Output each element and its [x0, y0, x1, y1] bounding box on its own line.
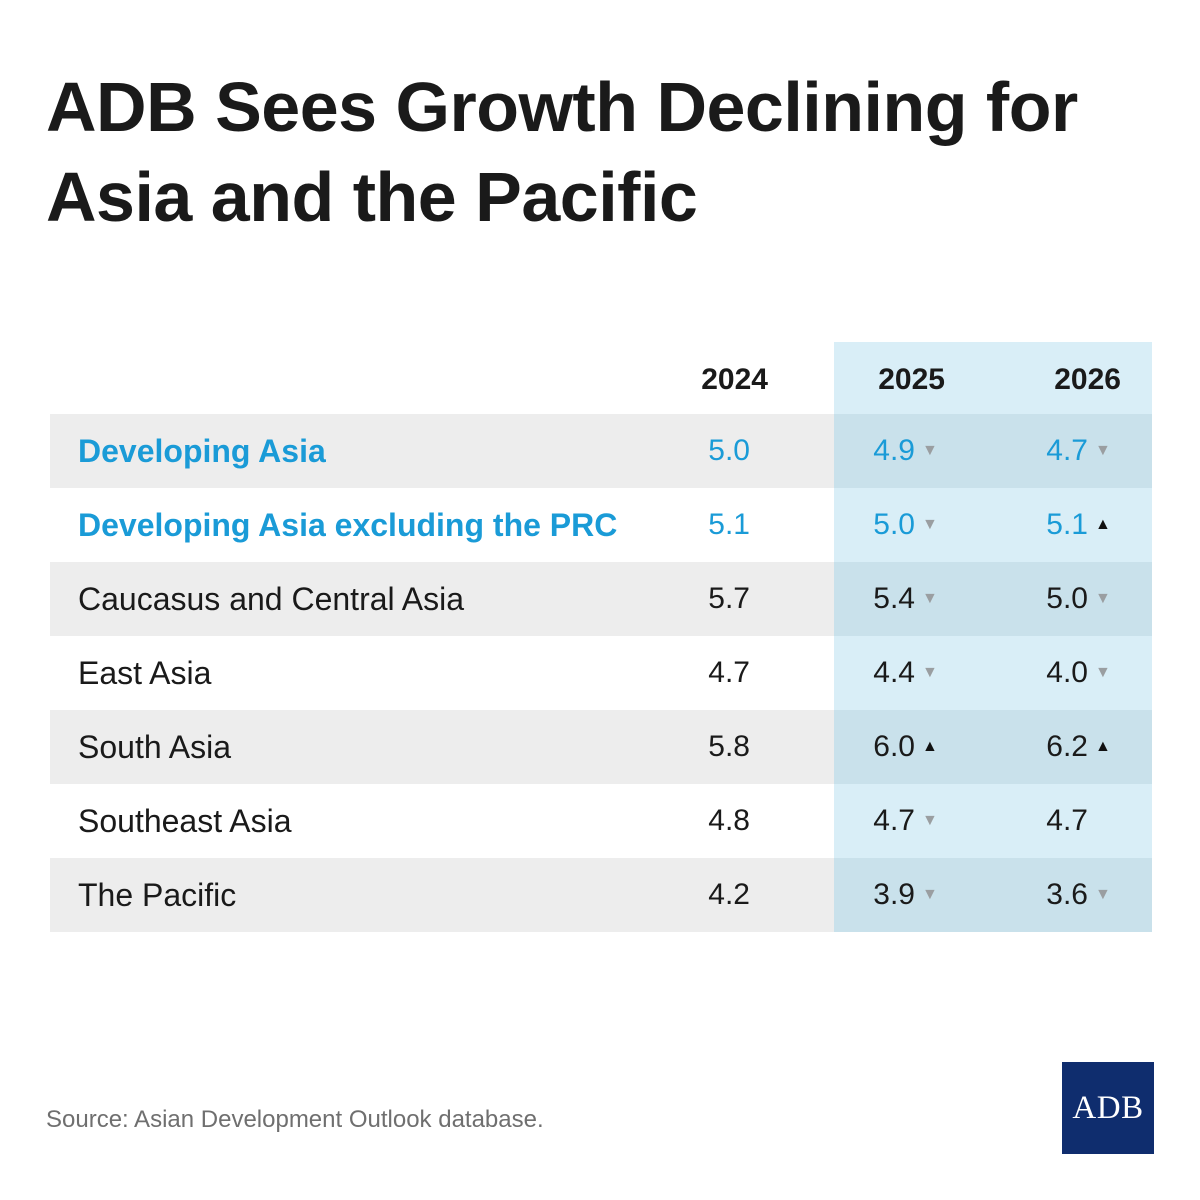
row-label: East Asia	[78, 655, 212, 691]
arrow-up-icon: ▲	[1095, 738, 1111, 755]
arrow-up-icon: ▲	[922, 738, 938, 755]
arrow-up-icon: ▲	[1095, 516, 1111, 533]
table-row: Southeast Asia 4.8 4.7 ▼ 4.7	[50, 784, 1152, 858]
row-shade-forecast	[834, 710, 1152, 784]
table-row: Developing Asia 5.0 4.9 ▼ 4.7 ▼	[50, 414, 1152, 488]
value-2024: 4.2	[708, 878, 750, 911]
arrow-down-icon: ▼	[922, 442, 938, 459]
value-2026: 5.1	[1046, 508, 1088, 541]
column-header-2025: 2025	[878, 363, 945, 396]
arrow-down-icon: ▼	[1095, 886, 1111, 903]
value-2026: 4.0	[1046, 656, 1088, 689]
row-shade	[50, 414, 834, 488]
arrow-down-icon: ▼	[922, 664, 938, 681]
row-label: South Asia	[78, 729, 231, 765]
table-row: East Asia 4.7 4.4 ▼ 4.0 ▼	[50, 636, 1152, 710]
arrow-down-icon: ▼	[922, 886, 938, 903]
value-2026: 6.2	[1046, 730, 1088, 763]
value-2024: 5.7	[708, 582, 750, 615]
arrow-down-icon: ▼	[922, 516, 938, 533]
column-header-2024: 2024	[701, 363, 768, 396]
arrow-down-icon: ▼	[1095, 664, 1111, 681]
source-note: Source: Asian Development Outlook databa…	[46, 1106, 544, 1133]
value-2026: 4.7	[1046, 804, 1088, 837]
adb-logo: ADB	[1062, 1062, 1154, 1154]
value-2024: 5.1	[708, 508, 750, 541]
arrow-down-icon: ▼	[922, 812, 938, 829]
value-2025: 6.0	[873, 730, 915, 763]
row-shade-forecast	[834, 858, 1152, 932]
value-2024: 4.8	[708, 804, 750, 837]
value-2025: 4.7	[873, 804, 915, 837]
value-2024: 5.0	[708, 434, 750, 467]
column-header-2026: 2026	[1054, 363, 1121, 396]
table-row: South Asia 5.8 6.0 ▲ 6.2 ▲	[50, 710, 1152, 784]
arrow-down-icon: ▼	[1095, 442, 1111, 459]
value-2026: 4.7	[1046, 434, 1088, 467]
value-2025: 4.4	[873, 656, 915, 689]
row-shade-forecast	[834, 414, 1152, 488]
table-row: The Pacific 4.2 3.9 ▼ 3.6 ▼	[50, 858, 1152, 932]
page-title: ADB Sees Growth Declining for Asia and t…	[46, 68, 1078, 236]
arrow-down-icon: ▼	[1095, 590, 1111, 607]
row-shade	[50, 710, 834, 784]
row-label: Developing Asia	[78, 433, 326, 469]
value-2025: 5.4	[873, 582, 915, 615]
row-label: The Pacific	[78, 877, 237, 913]
row-label: Southeast Asia	[78, 803, 292, 839]
row-label: Developing Asia excluding the PRC	[78, 507, 618, 543]
value-2025: 5.0	[873, 508, 915, 541]
row-label: Caucasus and Central Asia	[78, 581, 464, 617]
row-shade	[50, 562, 834, 636]
table-row: Caucasus and Central Asia 5.7 5.4 ▼ 5.0 ▼	[50, 562, 1152, 636]
row-shade-forecast	[834, 562, 1152, 636]
value-2025: 4.9	[873, 434, 915, 467]
table-row: Developing Asia excluding the PRC 5.1 5.0 ▼…	[50, 488, 1152, 562]
arrow-down-icon: ▼	[922, 590, 938, 607]
row-shade	[50, 858, 834, 932]
value-2024: 4.7	[708, 656, 750, 689]
value-2026: 5.0	[1046, 582, 1088, 615]
value-2026: 3.6	[1046, 878, 1088, 911]
value-2025: 3.9	[873, 878, 915, 911]
value-2024: 5.8	[708, 730, 750, 763]
